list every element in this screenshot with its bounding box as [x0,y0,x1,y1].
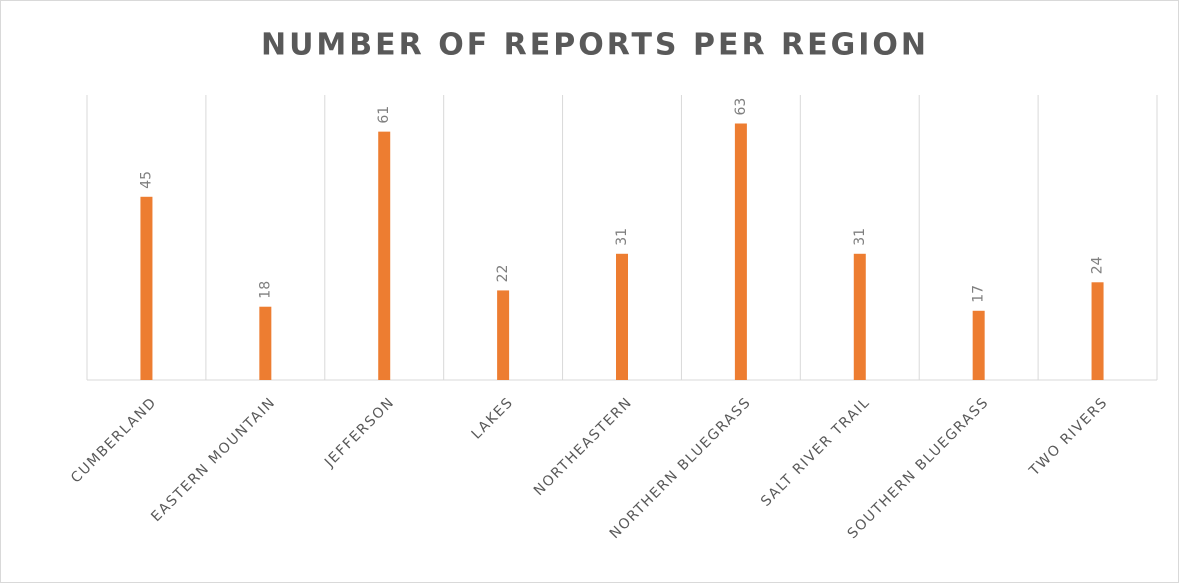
data-label: 22 [495,265,511,283]
data-label: 24 [1090,256,1106,274]
bar [140,196,153,380]
bar [853,253,866,380]
bar [972,310,985,380]
bar [616,253,628,380]
data-label: 61 [376,106,392,124]
bar [497,290,510,380]
data-label: 31 [852,228,868,246]
data-label: 63 [733,98,749,116]
bar [734,123,747,380]
bar [378,131,391,380]
data-label: 31 [614,228,630,246]
data-label: 17 [971,285,987,303]
bar [259,306,272,380]
data-label: 45 [138,171,154,189]
bar [1091,282,1104,380]
chart-title: NUMBER OF REPORTS PER REGION [261,28,929,63]
data-label: 18 [257,281,273,299]
